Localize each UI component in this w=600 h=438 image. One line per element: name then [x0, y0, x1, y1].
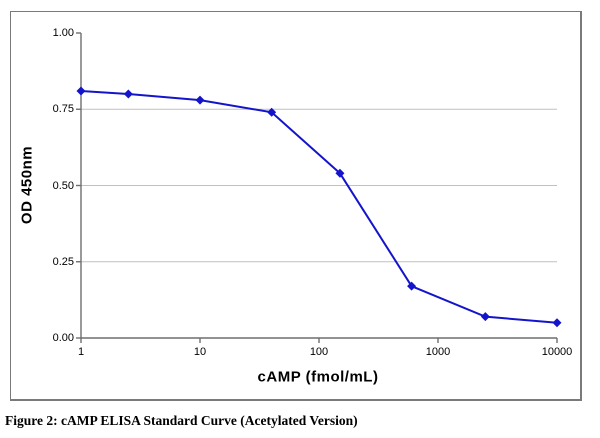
y-axis-title: OD 450nm	[18, 145, 36, 225]
data-point-marker	[76, 86, 86, 96]
data-point-marker	[480, 312, 490, 322]
y-tick-label: 0.50	[52, 179, 74, 192]
chart-frame	[10, 11, 582, 401]
data-point-marker	[123, 89, 133, 99]
y-tick-label: 0.25	[52, 255, 74, 268]
x-tick-label: 10	[193, 346, 207, 358]
figure-caption: Figure 2: cAMP ELISA Standard Curve (Ace…	[5, 413, 358, 428]
data-point-marker	[267, 107, 277, 117]
x-axis-title: cAMP (fmol/mL)	[257, 368, 379, 386]
standard-curve-line	[80, 89, 558, 324]
y-tick-label: 0.00	[52, 332, 74, 344]
data-point-marker	[552, 318, 562, 328]
x-tick-label: 10000	[541, 346, 573, 358]
data-point-marker	[407, 281, 417, 291]
data-point-marker	[195, 95, 205, 105]
data-point-marker	[335, 168, 345, 178]
y-tick-label: 1.00	[52, 27, 74, 39]
y-tick-label: 0.75	[52, 103, 74, 116]
x-tick-label: 100	[309, 346, 329, 358]
x-tick-label: 1	[77, 346, 85, 358]
x-tick-label: 1000	[425, 346, 451, 358]
